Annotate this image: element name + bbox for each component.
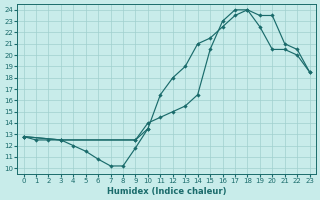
- X-axis label: Humidex (Indice chaleur): Humidex (Indice chaleur): [107, 187, 226, 196]
